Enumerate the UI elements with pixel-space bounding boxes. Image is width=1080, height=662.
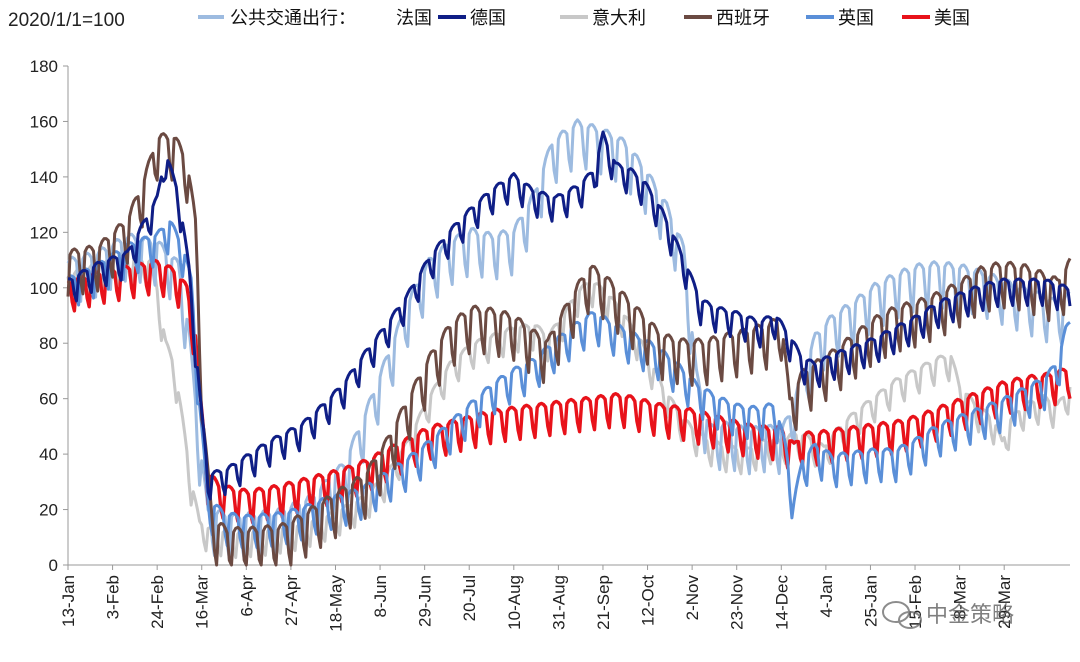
y-tick-label: 100 (30, 279, 58, 298)
x-tick-label: 6-Apr (237, 575, 256, 617)
watermark-text: 中金策略 (926, 603, 1014, 628)
x-tick-label: 27-Apr (282, 575, 301, 626)
y-tick-label: 120 (30, 223, 58, 242)
y-tick-label: 80 (39, 334, 58, 353)
y-tick-label: 160 (30, 112, 58, 131)
x-tick-label: 21-Sep (594, 575, 613, 630)
x-tick-label: 20-Jul (460, 575, 479, 621)
legend-label-0: 法国 (396, 8, 432, 29)
x-tick-label: 2-Nov (683, 575, 702, 621)
legend-prefix: 公共交通出行： (230, 8, 356, 29)
y-tick-label: 40 (39, 445, 58, 464)
y-tick-label: 0 (49, 556, 58, 575)
series-line-4 (67, 220, 1071, 550)
x-axis: 13-Jan 3-Feb 24-Feb 16-Mar 6-Apr 27-Apr 18-May… (59, 564, 1070, 632)
x-tick-label: 25-Jan (861, 575, 880, 627)
y-tick-label: 140 (30, 168, 58, 187)
legend-label-5: 美国 (934, 8, 970, 29)
y-tick-label: 20 (39, 501, 58, 520)
x-tick-label: 10-Aug (505, 575, 524, 630)
series-layer (66, 118, 1072, 567)
legend-label-3: 西班牙 (716, 8, 770, 29)
y-axis: 0 20 40 60 80 100 120 140 160 180 (30, 57, 69, 575)
x-tick-label: 8-Jun (371, 575, 390, 618)
x-tick-label: 8-Mar (951, 575, 970, 620)
y-tick-label: 60 (39, 390, 58, 409)
x-tick-label: 12-Oct (639, 575, 658, 626)
x-tick-label: 31-Aug (549, 575, 568, 630)
x-tick-label: 18-May (326, 575, 345, 632)
legend-label-2: 意大利 (592, 8, 646, 29)
x-tick-label: 23-Nov (728, 575, 747, 630)
x-tick-label: 13-Jan (59, 575, 78, 627)
series-line-3 (66, 132, 1072, 567)
x-tick-label: 15-Feb (906, 575, 925, 629)
legend: 法国 德国 意大利 西班牙 英国 美国 (198, 8, 970, 29)
wechat-icon (882, 601, 922, 629)
series-line-1 (67, 130, 1072, 501)
legend-label-4: 英国 (838, 8, 874, 29)
y-tick-label: 180 (30, 57, 58, 76)
x-tick-label: 14-Dec (772, 575, 791, 630)
x-tick-label: 4-Jan (817, 575, 836, 618)
legend-label-1: 德国 (470, 8, 506, 29)
x-tick-label: 3-Feb (104, 575, 123, 619)
chart-header: 2020/1/1=100 公共交通出行： (8, 8, 356, 31)
series-line-5 (66, 258, 1072, 525)
watermark: 中金策略 (882, 601, 1014, 629)
chart-title: 2020/1/1=100 (8, 10, 125, 31)
x-tick-label: 29-Mar (995, 575, 1014, 629)
x-tick-label: 16-Mar (193, 575, 212, 629)
x-tick-label: 24-Feb (148, 575, 167, 629)
x-tick-label: 29-Jun (416, 575, 435, 627)
